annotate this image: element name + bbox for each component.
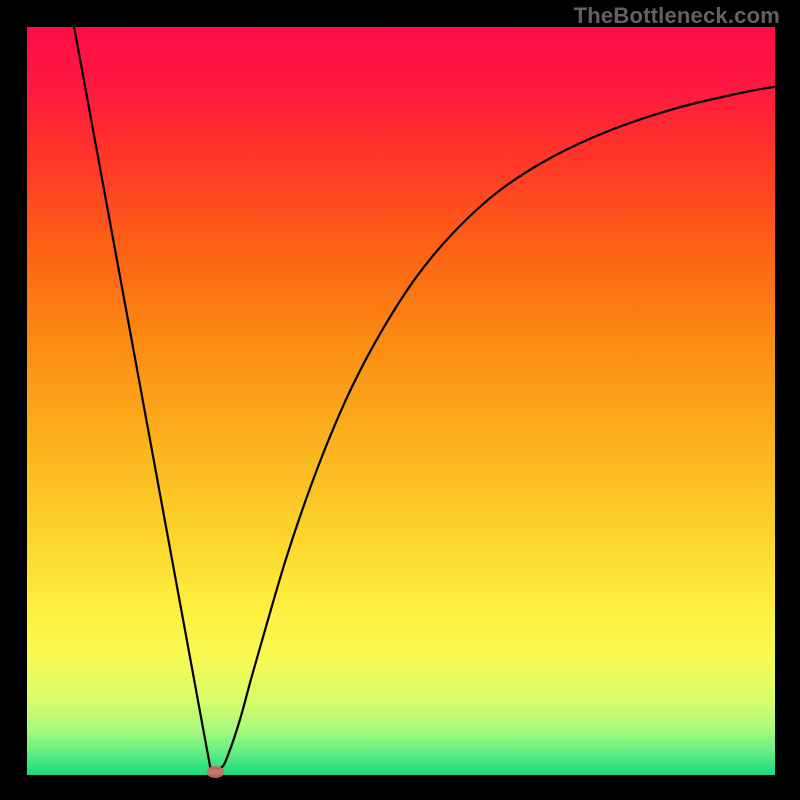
bottleneck-chart (0, 0, 800, 800)
chart-container: TheBottleneck.com (0, 0, 800, 800)
vertex-marker (207, 766, 225, 778)
plot-background (27, 27, 775, 775)
watermark-text: TheBottleneck.com (574, 3, 780, 29)
